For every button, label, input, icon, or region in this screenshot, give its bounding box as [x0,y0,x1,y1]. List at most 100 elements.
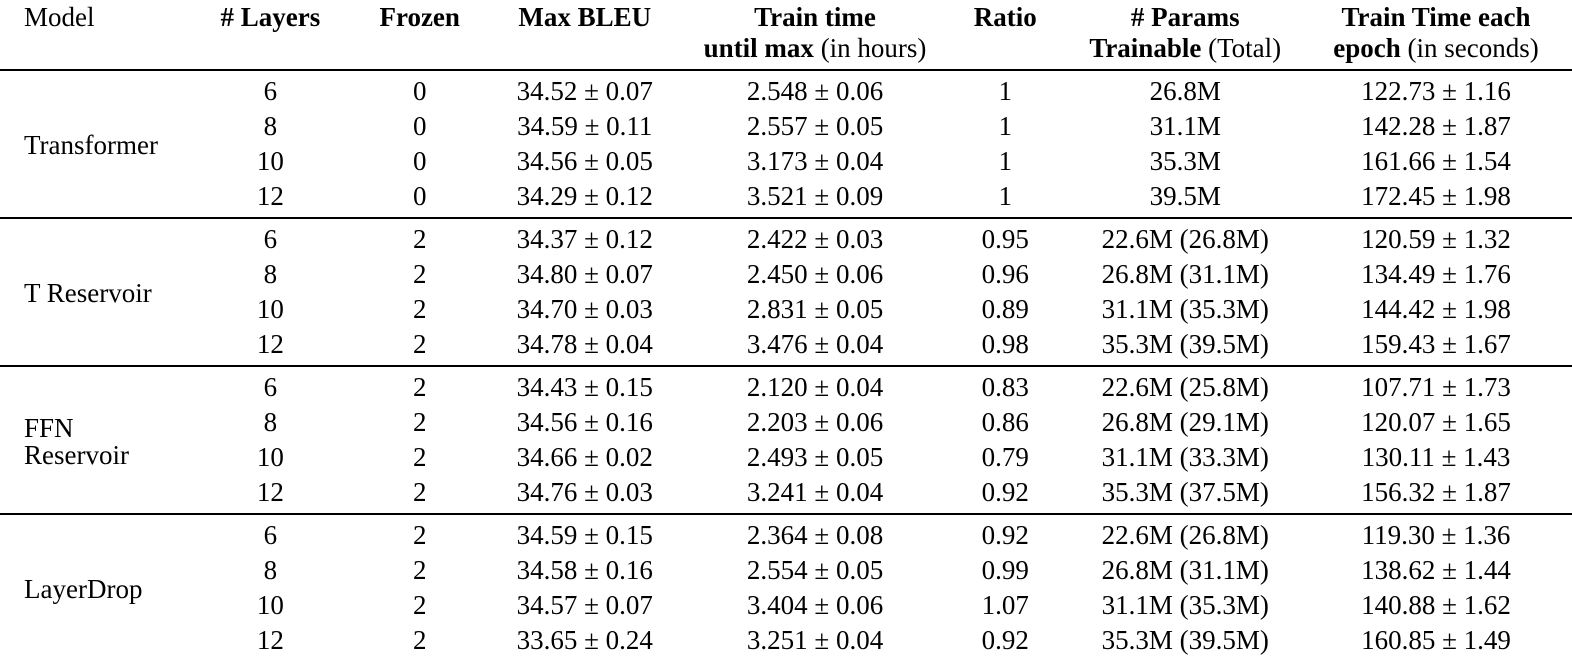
cell-params: 35.3M [1149,146,1221,176]
cell-ratio: 0.92 [981,477,1029,507]
model-name: FFN Reservoir [24,412,129,470]
cell-max-bleu: 34.76 ± 0.03 [516,477,653,507]
cell-epoch-time: 120.07 ± 1.65 [1361,407,1511,437]
cell-train-time: 3.404 ± 0.06 [746,590,884,620]
cell-layers: 12 [256,181,284,211]
cell-train-time: 2.364 ± 0.08 [746,520,884,550]
header-params-line2: Trainable (Total) [1070,33,1300,64]
header-epoch-time-line2: epoch (in seconds) [1300,33,1572,64]
cell-frozen: 2 [412,520,427,550]
table-row: T Reservoir 6 2 34.37 ± 0.12 2.422 ± 0.03 0.9… [0,218,1572,307]
cell-epoch-time: 119.30 ± 1.36 [1361,520,1511,550]
cell-train-time: 2.120 ± 0.04 [746,372,884,402]
cell-epoch-time: 122.73 ± 1.16 [1361,76,1511,106]
cell-epoch-time: 172.45 ± 1.98 [1361,181,1511,211]
cell-train-time: 2.422 ± 0.03 [746,224,884,254]
cell-frozen: 0 [412,76,427,106]
header-model: Model [0,0,181,70]
cell-layers: 8 [263,555,278,585]
table-row: FFN Reservoir 6 2 34.43 ± 0.15 2.120 ± 0.04 0… [0,366,1572,469]
cell-params: 35.3M (37.5M) [1101,477,1269,507]
cell-layers: 8 [263,259,278,289]
header-layers: # Layers [181,0,360,70]
cell-layers: 12 [256,329,284,359]
cell-epoch-time: 130.11 ± 1.43 [1361,442,1511,472]
cell-layers: 6 [263,372,278,402]
header-train-time: Train time until max (in hours) [690,0,940,70]
header-max-bleu-label: Max BLEU [518,2,652,32]
cell-ratio: 1 [998,181,1013,211]
cell-ratio: 0.95 [981,224,1029,254]
cell-train-time: 3.173 ± 0.04 [746,146,884,176]
header-train-time-line2-unit: (in hours) [820,33,927,63]
cell-ratio: 0.89 [981,294,1029,324]
table-row: 8 2 34.80 ± 0.07 2.450 ± 0.06 0.96 26.8M (31.… [0,257,1572,292]
cell-ratio: 1 [998,146,1013,176]
cell-max-bleu: 34.78 ± 0.04 [516,329,653,359]
cell-epoch-time: 134.49 ± 1.76 [1361,259,1511,289]
cell-train-time: 2.557 ± 0.05 [746,111,884,141]
cell-params: 31.1M (33.3M) [1101,442,1269,472]
cell-max-bleu: 34.56 ± 0.05 [516,146,653,176]
header-row: Model # Layers Frozen Max BLEU Train tim… [0,0,1572,70]
table-row: 8 2 34.58 ± 0.16 2.554 ± 0.05 0.99 26.8M (31.… [0,553,1572,588]
cell-layers: 10 [256,442,284,472]
cell-params: 31.1M (35.3M) [1101,294,1269,324]
cell-ratio: 0.83 [981,372,1029,402]
cell-train-time: 3.476 ± 0.04 [746,329,884,359]
cell-epoch-time: 144.42 ± 1.98 [1361,294,1511,324]
cell-max-bleu: 34.56 ± 0.16 [516,407,653,437]
cell-train-time: 2.450 ± 0.06 [746,259,884,289]
cell-layers: 8 [263,111,278,141]
cell-max-bleu: 33.65 ± 0.24 [516,625,653,655]
cell-train-time: 2.493 ± 0.05 [746,442,884,472]
header-frozen: Frozen [360,0,479,70]
cell-ratio: 1 [998,111,1013,141]
cell-train-time: 3.251 ± 0.04 [746,625,884,655]
table-row: 12 2 34.78 ± 0.04 3.476 ± 0.04 0.98 35.3M (39… [0,327,1572,366]
cell-params: 31.1M (35.3M) [1101,590,1269,620]
cell-epoch-time: 142.28 ± 1.87 [1361,111,1511,141]
header-max-bleu: Max BLEU [479,0,690,70]
cell-max-bleu: 34.80 ± 0.07 [516,259,653,289]
cell-epoch-time: 138.62 ± 1.44 [1361,555,1511,585]
cell-frozen: 0 [412,146,427,176]
cell-max-bleu: 34.57 ± 0.07 [516,590,653,620]
cell-train-time: 3.241 ± 0.04 [746,477,884,507]
cell-max-bleu: 34.29 ± 0.12 [516,181,653,211]
cell-params: 26.8M (31.1M) [1101,555,1269,585]
cell-max-bleu: 34.52 ± 0.07 [516,76,653,106]
cell-max-bleu: 34.70 ± 0.03 [516,294,653,324]
cell-layers: 6 [263,76,278,106]
cell-frozen: 2 [412,329,427,359]
cell-epoch-time: 159.43 ± 1.67 [1361,329,1511,359]
table-row: 10 2 34.70 ± 0.03 2.831 ± 0.05 0.89 31.1M (35… [0,292,1572,327]
header-epoch-time-line1: Train Time each [1341,2,1531,32]
cell-epoch-time: 140.88 ± 1.62 [1361,590,1511,620]
model-group: FFN Reservoir 6 2 34.43 ± 0.15 2.120 ± 0.04 0… [0,366,1572,514]
table-row: 10 2 34.57 ± 0.07 3.404 ± 0.06 1.07 31.1M (35… [0,588,1572,623]
header-params-line1: # Params [1130,2,1240,32]
cell-max-bleu: 34.59 ± 0.15 [516,520,653,550]
cell-frozen: 2 [412,407,427,437]
table-row: 12 0 34.29 ± 0.12 3.521 ± 0.09 1 39.5M 172.45 … [0,179,1572,218]
cell-frozen: 2 [412,477,427,507]
cell-frozen: 2 [412,294,427,324]
cell-frozen: 0 [412,111,427,141]
table-row: 12 2 33.65 ± 0.24 3.251 ± 0.04 0.92 35.3M (39… [0,623,1572,660]
model-name: Transformer [24,130,158,160]
header-params-line2-bold: Trainable [1089,33,1202,63]
header-train-time-line2-bold: until max [703,33,814,63]
model-name: T Reservoir [24,278,152,308]
cell-epoch-time: 107.71 ± 1.73 [1361,372,1511,402]
header-train-time-line1: Train time [754,2,876,32]
header-ratio: Ratio [940,0,1070,70]
cell-train-time: 2.548 ± 0.06 [746,76,884,106]
cell-max-bleu: 34.37 ± 0.12 [516,224,653,254]
header-params: # Params Trainable (Total) [1070,0,1300,70]
cell-params: 35.3M (39.5M) [1101,329,1269,359]
table-row: 10 2 34.66 ± 0.02 2.493 ± 0.05 0.79 31.1M (33… [0,440,1572,475]
cell-frozen: 2 [412,224,427,254]
header-epoch-time: Train Time each epoch (in seconds) [1300,0,1572,70]
cell-train-time: 2.203 ± 0.06 [746,407,884,437]
